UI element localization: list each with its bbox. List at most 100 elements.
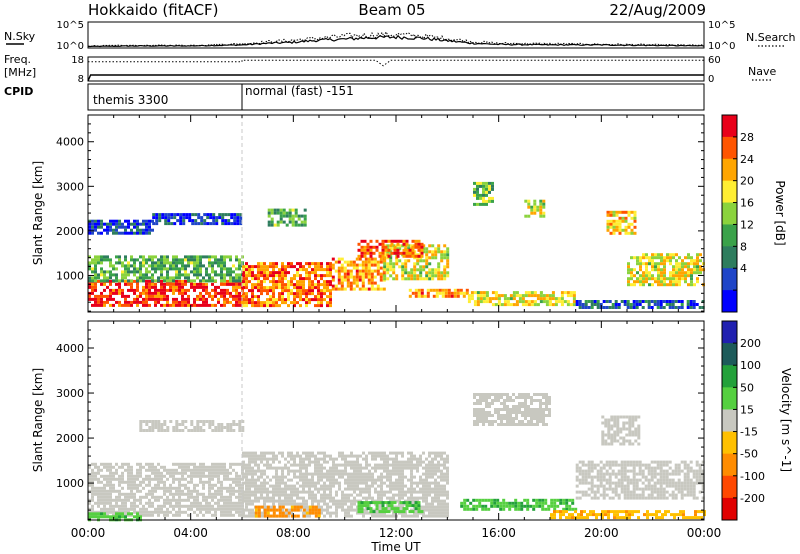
echo-cell bbox=[478, 504, 482, 508]
echo-cell bbox=[350, 484, 353, 488]
echo-cell bbox=[232, 270, 235, 274]
echo-cell bbox=[290, 454, 293, 458]
echo-cell bbox=[639, 274, 642, 278]
echo-cell bbox=[671, 481, 675, 485]
echo-cell bbox=[91, 258, 94, 262]
echo-cell bbox=[106, 285, 109, 289]
echo-cell bbox=[353, 475, 356, 479]
echo-cell bbox=[361, 278, 365, 282]
echo-cell bbox=[527, 303, 531, 307]
echo-cell bbox=[571, 513, 574, 517]
echo-cell bbox=[356, 469, 359, 473]
echo-cell bbox=[368, 463, 371, 467]
echo-cell bbox=[173, 213, 177, 217]
echo-cell bbox=[613, 513, 616, 517]
echo-cell bbox=[419, 265, 423, 269]
echo-cell bbox=[641, 490, 645, 494]
echo-cell bbox=[214, 303, 217, 307]
echo-cell bbox=[284, 298, 287, 302]
echo-cell bbox=[329, 472, 332, 476]
echo-cell bbox=[484, 504, 488, 508]
echo-cell bbox=[326, 511, 329, 515]
echo-cell bbox=[446, 496, 449, 500]
echo-cell bbox=[375, 504, 379, 508]
echo-cell bbox=[524, 303, 528, 307]
echo-cell bbox=[482, 291, 486, 295]
echo-cell bbox=[493, 501, 497, 505]
echo-cell bbox=[314, 514, 318, 518]
echo-cell bbox=[343, 278, 347, 282]
echo-cell bbox=[320, 295, 323, 299]
echo-cell bbox=[341, 463, 344, 467]
echo-cell bbox=[302, 478, 305, 482]
echo-cell bbox=[193, 255, 196, 259]
echo-cell bbox=[626, 490, 630, 494]
echo-cell bbox=[644, 475, 648, 479]
echo-cell bbox=[550, 516, 553, 520]
echo-cell bbox=[172, 477, 175, 481]
power-colorbar-label: Power [dB] bbox=[773, 180, 787, 245]
echo-cell bbox=[497, 294, 501, 298]
echo-cell bbox=[575, 300, 579, 303]
echo-cell bbox=[443, 505, 446, 509]
echo-cell bbox=[437, 244, 441, 248]
echo-cell bbox=[347, 508, 350, 512]
echo-cell bbox=[605, 481, 609, 485]
echo-cell bbox=[359, 475, 362, 479]
echo-cell bbox=[160, 285, 163, 289]
echo-cell bbox=[593, 493, 597, 497]
echo-cell bbox=[196, 507, 199, 511]
echo-cell bbox=[267, 214, 271, 218]
echo-cell bbox=[692, 306, 696, 309]
echo-cell bbox=[205, 465, 208, 469]
echo-cell bbox=[446, 514, 449, 518]
echo-cell bbox=[326, 265, 329, 269]
echo-cell bbox=[160, 255, 163, 259]
echo-cell bbox=[157, 513, 160, 517]
echo-cell bbox=[276, 220, 280, 224]
echo-cell bbox=[175, 498, 178, 502]
echo-cell bbox=[299, 475, 302, 479]
echo-cell bbox=[151, 294, 154, 298]
echo-cell bbox=[556, 504, 560, 508]
echo-cell bbox=[205, 510, 208, 514]
echo-cell bbox=[578, 466, 582, 470]
echo-cell bbox=[167, 213, 171, 217]
echo-cell bbox=[332, 475, 335, 479]
echo-cell bbox=[596, 306, 600, 309]
echo-cell bbox=[361, 275, 365, 279]
echo-cell bbox=[188, 219, 192, 223]
echo-cell bbox=[470, 294, 474, 298]
echo-cell bbox=[229, 492, 232, 496]
echo-cell bbox=[684, 280, 687, 284]
echo-cell bbox=[299, 295, 302, 299]
echo-cell bbox=[396, 254, 400, 258]
echo-cell bbox=[359, 469, 362, 473]
echo-cell bbox=[172, 426, 176, 429]
echo-cell bbox=[109, 477, 112, 481]
echo-cell bbox=[181, 303, 184, 307]
echo-cell bbox=[656, 481, 660, 485]
echo-cell bbox=[326, 304, 329, 308]
echo-cell bbox=[627, 268, 630, 272]
echo-cell bbox=[178, 513, 181, 517]
echo-cell bbox=[142, 303, 145, 307]
echo-cell bbox=[440, 487, 443, 491]
echo-cell bbox=[329, 265, 332, 269]
echo-cell bbox=[617, 496, 621, 500]
echo-cell bbox=[506, 300, 510, 304]
echo-cell bbox=[645, 265, 648, 269]
echo-cell bbox=[91, 507, 94, 511]
echo-cell bbox=[151, 420, 155, 423]
echo-cell bbox=[440, 457, 443, 461]
echo-cell bbox=[660, 274, 663, 278]
echo-cell bbox=[239, 213, 243, 217]
echo-cell bbox=[226, 288, 229, 292]
echo-cell bbox=[431, 451, 434, 455]
echo-cell bbox=[675, 283, 678, 287]
echo-cell bbox=[182, 216, 186, 220]
echo-cell bbox=[172, 507, 175, 511]
echo-cell bbox=[395, 478, 398, 482]
echo-cell bbox=[196, 303, 199, 307]
echo-cell bbox=[602, 496, 606, 500]
